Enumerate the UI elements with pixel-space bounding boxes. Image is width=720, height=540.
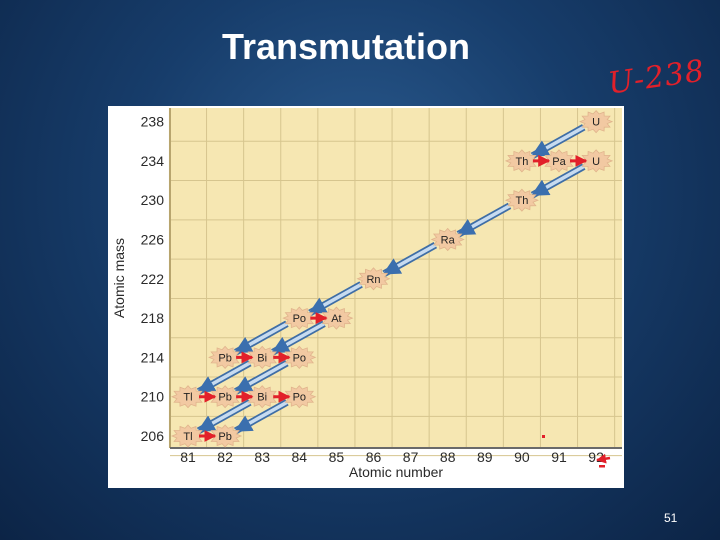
red-mark <box>542 435 545 438</box>
alpha-arrow <box>234 322 288 354</box>
nuclide-label: Bi <box>257 392 267 404</box>
alpha-arrow <box>530 164 585 197</box>
y-axis-label: Atomic mass <box>111 238 127 318</box>
x-tick-label: 81 <box>180 449 196 465</box>
y-tick-label: 234 <box>141 153 165 169</box>
y-tick-label: 222 <box>141 271 165 287</box>
nuclide-node <box>579 110 614 134</box>
x-tick-label: 90 <box>514 449 530 465</box>
x-tick-label: 91 <box>551 449 567 465</box>
alpha-arrow <box>308 282 362 315</box>
alpha-decay-arrows <box>196 124 586 434</box>
x-axis-label: Atomic number <box>349 464 443 480</box>
nuclide-label: Bi <box>257 352 267 364</box>
nuclide-node <box>170 424 206 448</box>
nuclide-label: Po <box>293 392 306 404</box>
x-tick-label: 85 <box>329 449 345 465</box>
nuclide-node <box>504 188 539 212</box>
nuclide-label: Pa <box>552 156 566 168</box>
y-tick-label: 226 <box>141 232 165 248</box>
nuclide-nodes: U Th Pa U Th Ra Rn Po At Pb Bi Po Tl Pb Bi Po Tl Pb <box>170 110 614 448</box>
handwritten-annotation: U-238 <box>606 53 708 102</box>
slide-title: Transmutation <box>222 26 471 67</box>
alpha-arrow <box>530 125 585 158</box>
y-tick-label: 206 <box>141 428 165 444</box>
nuclide-label: Pb <box>218 431 231 443</box>
x-tick-label: 87 <box>403 449 419 465</box>
x-tick-label: 92 <box>588 449 604 465</box>
nuclide-label: Pb <box>218 392 231 404</box>
alpha-arrow <box>234 361 288 394</box>
x-tick-label: 82 <box>217 449 233 465</box>
nuclide-label: Tl <box>183 392 192 404</box>
y-tick-label: 238 <box>141 114 165 130</box>
alpha-arrow <box>197 400 251 433</box>
nuclide-label: Ra <box>441 235 456 247</box>
x-tick-label: 88 <box>440 449 456 465</box>
nuclide-label: Th <box>515 156 528 168</box>
x-tick-label: 86 <box>366 449 382 465</box>
nuclide-node <box>208 345 243 369</box>
nuclide-label: Th <box>515 195 528 207</box>
nuclide-node <box>504 149 539 173</box>
nuclide-node <box>356 267 391 291</box>
alpha-arrow <box>382 243 437 276</box>
nuclide-node <box>282 306 317 330</box>
decay-chart-panel: 81 82 83 84 85 86 87 88 89 90 91 92 206 210 214 218 222 2… <box>108 106 624 488</box>
y-tick-label: 214 <box>141 349 165 365</box>
alpha-arrow <box>456 204 511 236</box>
nuclide-label: At <box>331 313 341 325</box>
alpha-arrow <box>197 361 251 394</box>
decay-chart: 81 82 83 84 85 86 87 88 89 90 91 92 206 210 214 218 222 2… <box>111 108 622 480</box>
alpha-arrow <box>271 322 325 354</box>
alpha-arrow <box>234 400 288 433</box>
nuclide-label: U <box>592 117 600 129</box>
x-tick-label: 84 <box>292 449 308 465</box>
red-arrow-mark <box>596 453 611 464</box>
nuclide-label: Po <box>293 352 306 364</box>
nuclide-node <box>430 227 465 252</box>
x-tick-label: 83 <box>254 449 270 465</box>
y-tick-label: 218 <box>141 310 165 326</box>
page-number: 51 <box>664 511 678 525</box>
y-tick-label: 210 <box>141 389 165 405</box>
nuclide-label: Tl <box>183 431 192 443</box>
nuclide-label: Pb <box>218 352 231 364</box>
y-tick-label: 230 <box>141 192 165 208</box>
grid-lines <box>168 108 622 457</box>
red-mark-2 <box>599 465 605 468</box>
nuclide-node <box>170 385 206 409</box>
beta-decay-arrows <box>199 154 588 442</box>
nuclide-label: Po <box>293 313 306 325</box>
nuclide-label: U <box>592 156 600 168</box>
nuclide-label: Rn <box>366 274 380 286</box>
x-tick-label: 89 <box>477 449 493 465</box>
